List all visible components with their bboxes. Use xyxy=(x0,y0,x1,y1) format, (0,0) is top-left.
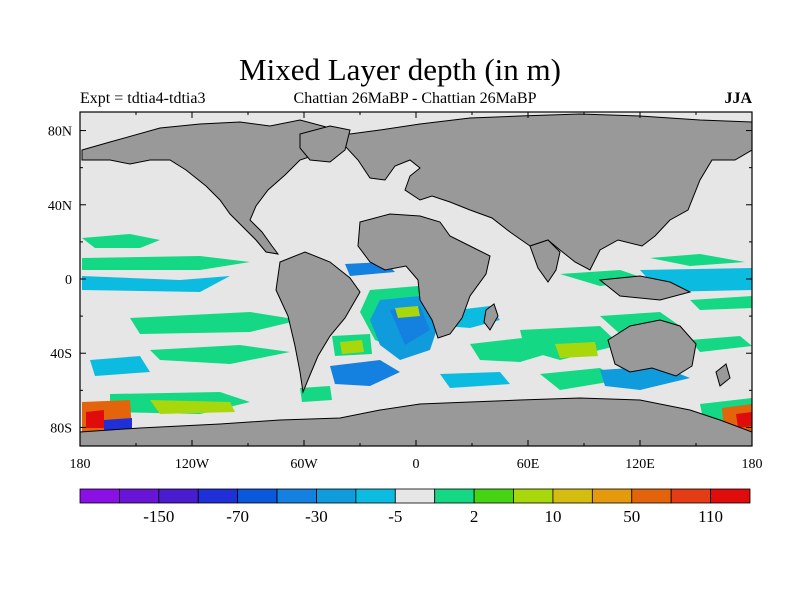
colorbar-swatch xyxy=(473,488,514,504)
land-antarctica xyxy=(80,397,752,446)
lon-tick-label: 60W xyxy=(290,457,318,472)
anomaly-patch xyxy=(736,412,752,428)
anomaly-patch xyxy=(82,234,160,248)
experiment-label: Expt = tdtia4-tdtia3 xyxy=(80,90,206,107)
colorbar-label: -30 xyxy=(305,507,328,526)
anomaly-patch xyxy=(82,256,250,270)
anomaly-patch xyxy=(650,254,745,266)
lat-tick-label: 80N xyxy=(48,125,72,140)
colorbar: -150 -70 -30 -5 2 10 50 110 xyxy=(79,488,751,526)
anomaly-patch xyxy=(130,312,300,334)
anomaly-patch xyxy=(330,360,400,386)
land-greenland xyxy=(299,125,351,163)
land-south-america xyxy=(275,251,361,394)
colorbar-swatch xyxy=(513,488,554,504)
colorbar-swatch xyxy=(710,488,751,504)
anomaly-patch xyxy=(300,386,332,402)
land-africa xyxy=(357,213,491,339)
lon-tick-label: 60E xyxy=(517,457,540,472)
colorbar-swatch xyxy=(434,488,475,504)
period-label: Chattian 26MaBP - Chattian 26MaBP xyxy=(293,90,537,107)
colorbar-swatch xyxy=(276,488,317,504)
colorbar-swatch xyxy=(316,488,357,504)
colorbar-label: 2 xyxy=(470,507,479,526)
lon-tick-label: 0 xyxy=(413,457,420,472)
lat-tick-label: 40N xyxy=(48,199,72,214)
anomaly-patch xyxy=(395,306,420,318)
land-north-america-eurasia xyxy=(81,113,752,271)
colorbar-label: 50 xyxy=(623,507,640,526)
land-mass-layer xyxy=(80,113,752,446)
land-new-zealand xyxy=(715,363,731,387)
land-india xyxy=(529,239,561,283)
land-madagascar xyxy=(483,303,499,331)
lat-tick-label: 40S xyxy=(50,347,72,362)
anomaly-patch xyxy=(340,340,364,354)
colorbar-swatch xyxy=(670,488,711,504)
lon-tick-label: 180 xyxy=(70,457,91,472)
mld-anomaly-field xyxy=(82,234,752,434)
colorbar-label: 110 xyxy=(698,507,723,526)
anomaly-patch xyxy=(690,336,752,352)
lon-tick-label: 120W xyxy=(175,457,210,472)
anomaly-patch xyxy=(150,400,235,414)
colorbar-label: 10 xyxy=(544,507,561,526)
colorbar-label: -150 xyxy=(143,507,174,526)
anomaly-patch xyxy=(555,342,598,358)
colorbar-swatch xyxy=(355,488,396,504)
anomaly-patch xyxy=(90,356,150,376)
colorbar-swatch xyxy=(158,488,199,504)
season-label: JJA xyxy=(724,90,752,107)
anomaly-patch xyxy=(86,410,104,428)
land-se-asia-islands xyxy=(598,275,692,301)
anomaly-patch xyxy=(520,326,620,360)
plot-title: Mixed Layer depth (in m) xyxy=(239,52,561,87)
colorbar-swatch xyxy=(591,488,633,504)
lon-tick-label: 180 xyxy=(742,457,763,472)
colorbar-swatch xyxy=(394,488,436,504)
anomaly-patch xyxy=(540,368,620,390)
colorbar-swatch xyxy=(197,488,239,504)
land-australia xyxy=(607,319,697,377)
colorbar-swatch xyxy=(237,488,278,504)
colorbar-swatch xyxy=(79,488,120,504)
anomaly-patch xyxy=(82,276,230,292)
lat-tick-label: 0 xyxy=(65,273,72,288)
lat-tick-label: 80S xyxy=(50,421,72,436)
map-ticks xyxy=(79,112,753,446)
anomaly-patch xyxy=(150,345,290,364)
colorbar-label: -70 xyxy=(226,507,249,526)
colorbar-swatch xyxy=(552,488,593,504)
map-axis-labels: 180 120W 60W 0 60E 120E 180 80N 40N 0 40S 80S xyxy=(48,125,763,472)
anomaly-patch xyxy=(440,372,510,388)
lon-tick-label: 120E xyxy=(625,457,655,472)
colorbar-swatch xyxy=(631,488,672,504)
colorbar-swatch xyxy=(119,488,160,504)
anomaly-patch xyxy=(690,296,752,310)
colorbar-label: -5 xyxy=(388,507,402,526)
